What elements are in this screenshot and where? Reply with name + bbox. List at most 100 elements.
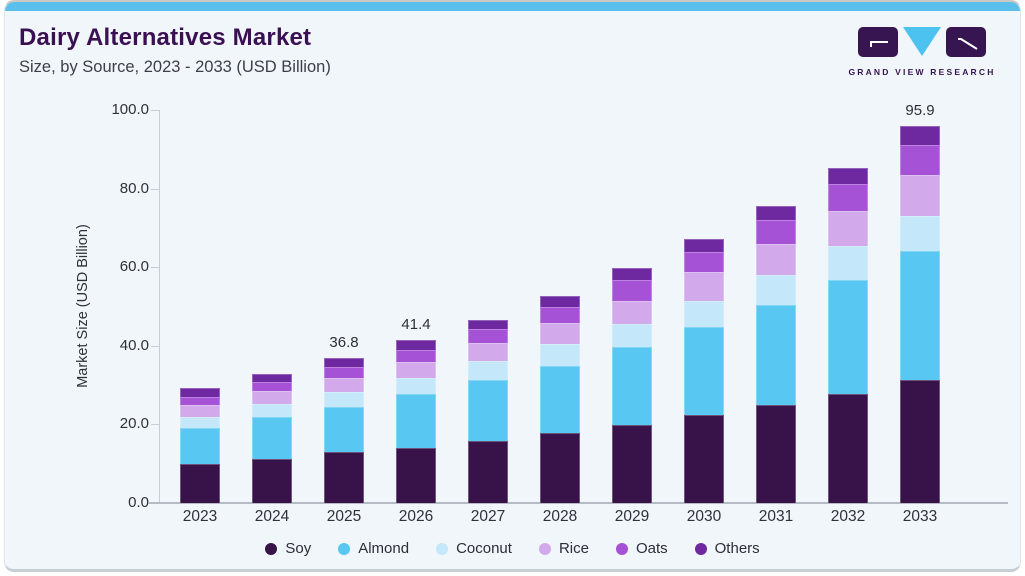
legend-swatch-icon xyxy=(615,542,628,555)
bar-segment-coconut xyxy=(396,378,436,395)
x-tick-label-2027: 2027 xyxy=(470,508,506,525)
bar-2024 xyxy=(252,374,292,503)
bar-segment-oats xyxy=(252,381,292,391)
bar-segment-almond xyxy=(612,346,652,425)
bar-segment-almond xyxy=(252,417,292,459)
bar-segment-oats xyxy=(324,367,364,379)
bar-segment-coconut xyxy=(468,361,508,380)
legend-label: Almond xyxy=(358,540,410,557)
bar-2028 xyxy=(540,295,580,503)
bar-segment-almond xyxy=(396,394,436,448)
bar-segment-rice xyxy=(252,391,292,405)
bar-segment-rice xyxy=(468,342,508,362)
x-axis-line xyxy=(148,502,1008,504)
bar-segment-soy xyxy=(900,380,940,503)
legend-item-coconut: Coconut xyxy=(436,540,512,557)
bar-segment-soy xyxy=(396,447,436,503)
legend-label: Coconut xyxy=(456,540,512,557)
logo-v-triangle xyxy=(903,27,941,56)
plot-area: 36.8 41.4 95.9 xyxy=(159,2,1009,503)
legend-item-soy: Soy xyxy=(265,540,311,557)
y-tick-mark xyxy=(151,110,159,111)
x-tick-label-2029: 2029 xyxy=(614,508,650,525)
bar-segment-almond xyxy=(324,406,364,453)
x-tick-label-2032: 2032 xyxy=(830,508,866,525)
bar-segment-others xyxy=(540,295,580,307)
x-tick-label-2025: 2025 xyxy=(326,508,362,525)
bar-2033 xyxy=(900,126,940,503)
bar-segment-oats xyxy=(396,349,436,362)
brand-logo: GRAND VIEW RESEARCH xyxy=(848,26,996,77)
y-axis-title: Market Size (USD Billion) xyxy=(75,224,91,388)
bar-2032 xyxy=(828,168,868,503)
bar-segment-others xyxy=(900,126,940,146)
y-tick-label: 40.0 xyxy=(119,336,149,354)
bar-segment-almond xyxy=(468,380,508,441)
bar-segment-soy xyxy=(252,458,292,503)
bar-segment-coconut xyxy=(900,215,940,252)
legend-swatch-icon xyxy=(694,542,707,555)
legend-swatch-icon xyxy=(338,542,351,555)
bar-segment-coconut xyxy=(684,301,724,327)
y-tick-label: 20.0 xyxy=(119,415,149,433)
x-tick-label-2030: 2030 xyxy=(686,508,722,525)
bar-2029 xyxy=(612,267,652,503)
bar-segment-oats xyxy=(180,396,220,406)
bar-segment-almond xyxy=(540,365,580,434)
bar-segment-coconut xyxy=(828,246,868,280)
legend-label: Oats xyxy=(635,540,668,557)
bar-segment-others xyxy=(180,387,220,397)
y-tick-mark xyxy=(151,188,159,190)
bar-segment-rice xyxy=(612,301,652,324)
bar-segment-rice xyxy=(180,405,220,417)
bar-segment-almond xyxy=(900,251,940,381)
legend-label: Others xyxy=(714,540,760,557)
bar-segment-coconut xyxy=(180,416,220,428)
bar-segment-others xyxy=(828,168,868,184)
bar-value-label: 95.9 xyxy=(905,102,935,120)
legend-swatch-icon xyxy=(265,542,278,555)
bar-segment-others xyxy=(324,358,364,368)
bar-segment-almond xyxy=(828,279,868,394)
y-tick-label: 60.0 xyxy=(119,258,149,276)
bar-segment-oats xyxy=(540,306,580,323)
bar-segment-coconut xyxy=(324,392,364,407)
bar-segment-soy xyxy=(684,415,724,503)
legend: Soy Almond Coconut Rice Oats Others xyxy=(5,540,1020,557)
bar-segment-oats xyxy=(468,329,508,343)
legend-swatch-icon xyxy=(436,542,449,555)
x-tick-label-2024: 2024 xyxy=(254,508,290,525)
legend-item-almond: Almond xyxy=(338,540,409,557)
legend-item-oats: Oats xyxy=(615,540,668,557)
bar-segment-others xyxy=(468,319,508,330)
y-tick-label: 80.0 xyxy=(119,179,149,197)
bar-segment-rice xyxy=(324,378,364,393)
brand-logo-text: GRAND VIEW RESEARCH xyxy=(848,67,996,77)
bar-segment-soy xyxy=(540,433,580,503)
bar-segment-rice xyxy=(396,361,436,379)
page-title: Dairy Alternatives Market xyxy=(19,24,312,51)
x-tick-label-2023: 2023 xyxy=(182,508,218,525)
bar-value-label: 36.8 xyxy=(329,334,359,352)
bar-segment-oats xyxy=(684,251,724,272)
bar-segment-rice xyxy=(828,211,868,247)
bar-segment-rice xyxy=(756,244,796,276)
bar-value-label: 41.4 xyxy=(401,316,431,334)
x-tick-label-2026: 2026 xyxy=(398,508,434,525)
bar-segment-almond xyxy=(684,326,724,416)
y-tick-mark xyxy=(151,345,159,347)
y-axis-line xyxy=(159,110,160,503)
chart-card: Dairy Alternatives Market Size, by Sourc… xyxy=(4,0,1021,572)
bar-segment-soy xyxy=(180,463,220,503)
bar-segment-oats xyxy=(612,279,652,302)
legend-label: Rice xyxy=(558,540,589,557)
brand-logo-icon xyxy=(858,27,986,57)
bar-2030 xyxy=(684,238,724,503)
bar-segment-oats xyxy=(756,220,796,245)
x-tick-label-2028: 2028 xyxy=(542,508,578,525)
bar-segment-soy xyxy=(468,440,508,503)
legend-item-rice: Rice xyxy=(538,540,589,557)
legend-item-others: Others xyxy=(694,540,760,557)
top-accent-bar xyxy=(5,2,1020,11)
y-tick-label: 100.0 xyxy=(111,101,149,118)
